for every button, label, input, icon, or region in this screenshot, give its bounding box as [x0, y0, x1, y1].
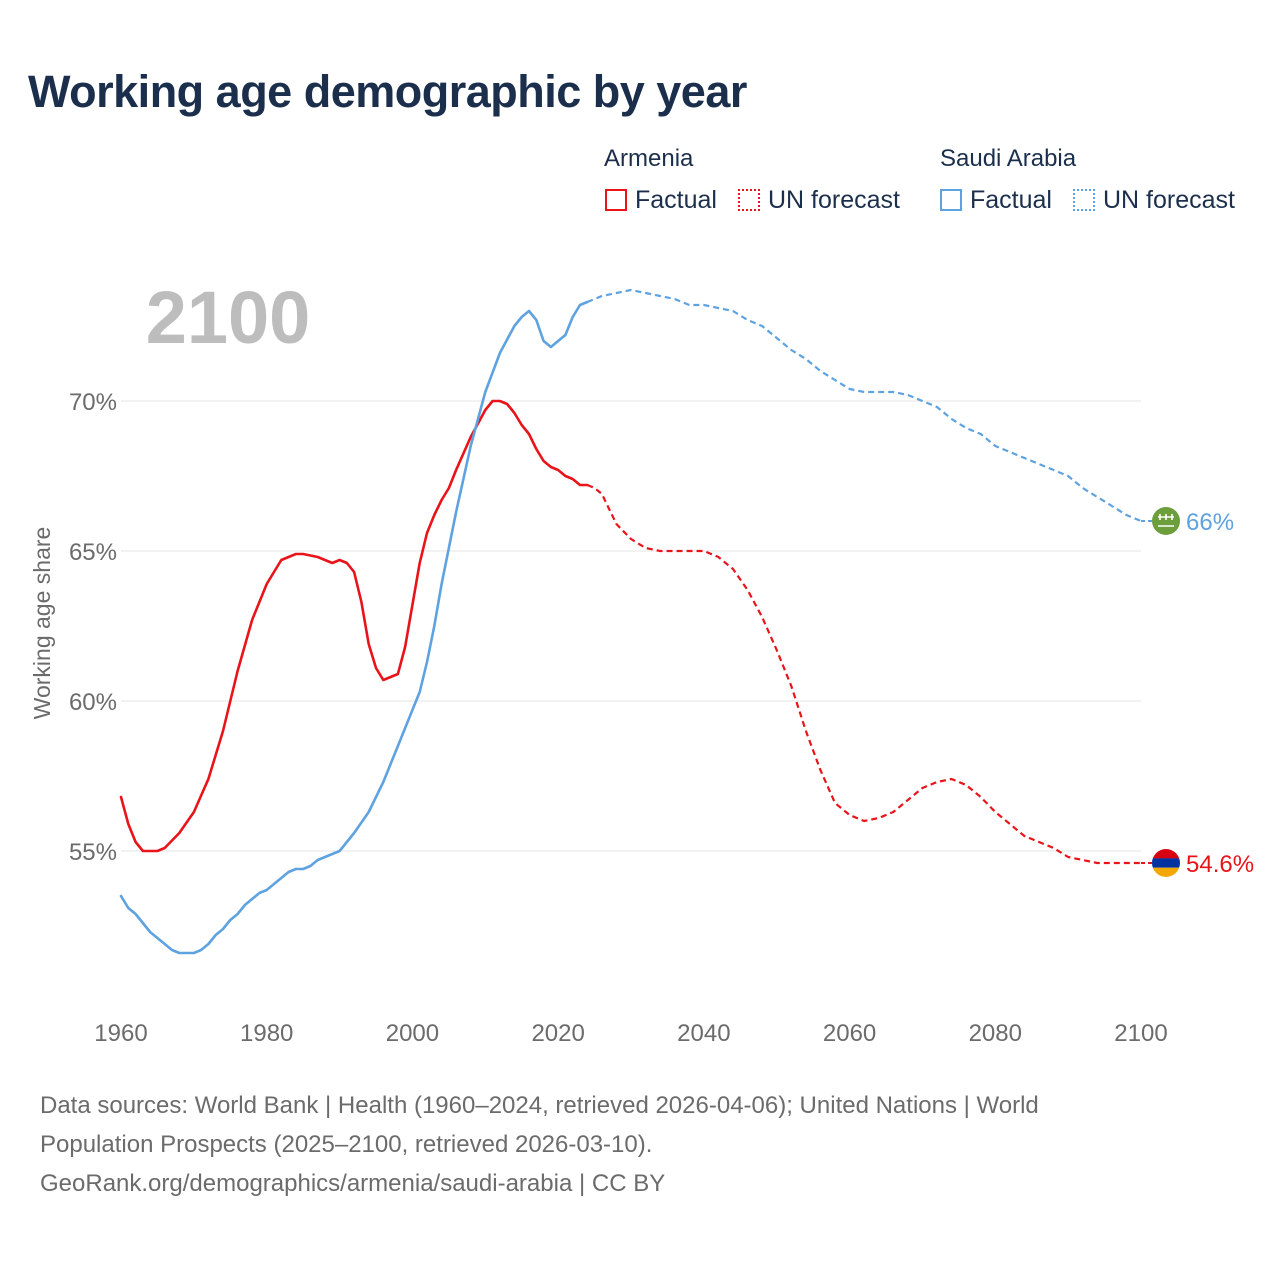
x-tick-label: 2080	[969, 1020, 1022, 1047]
legend-saudi-factual-label: Factual	[970, 185, 1052, 214]
legend-armenia-factual[interactable]: Factual	[605, 186, 717, 214]
year-label: 2100	[146, 276, 311, 359]
x-tick-label: 1980	[240, 1020, 293, 1047]
y-tick-label: 70%	[69, 389, 117, 416]
page-title: Working age demographic by year	[28, 66, 747, 117]
legend-saudi-forecast[interactable]: UN forecast	[1073, 186, 1235, 214]
legend-armenia-forecast[interactable]: UN forecast	[738, 186, 900, 214]
legend-saudi-factual[interactable]: Factual	[940, 186, 1052, 214]
y-axis-ticks: 55% 60% 65% 70%	[69, 389, 117, 866]
legend-swatch-armenia-factual	[605, 189, 627, 211]
series-line-saudi-arabia-forecast	[586, 288, 1142, 523]
legend-swatch-saudi-factual	[940, 189, 962, 211]
legend-armenia-factual-label: Factual	[635, 185, 717, 214]
series-line-armenia-forecast	[586, 483, 1141, 865]
footer-line-3[interactable]: GeoRank.org/demographics/armenia/saudi-a…	[40, 1170, 666, 1197]
x-axis-ticks: 1960 1980 2000 2020 2040 2060 2080 2100	[94, 1020, 1167, 1047]
y-tick-label: 55%	[69, 839, 117, 866]
series-line-saudi-arabia-factual	[119, 300, 589, 955]
grid-lines	[121, 400, 1141, 852]
x-tick-label: 2040	[677, 1020, 730, 1047]
footer-sources: Data sources: World Bank | Health (1960–…	[40, 1086, 1200, 1203]
armenia-flag-icon	[1152, 849, 1180, 877]
legend-swatch-armenia-forecast	[738, 189, 760, 211]
series-line-armenia-factual	[119, 399, 589, 853]
x-tick-label: 1960	[94, 1020, 147, 1047]
legend-saudi-title: Saudi Arabia	[940, 145, 1077, 172]
x-tick-label: 2060	[823, 1020, 876, 1047]
x-tick-label: 2020	[531, 1020, 584, 1047]
legend-armenia-forecast-label: UN forecast	[768, 185, 900, 214]
y-tick-label: 65%	[69, 539, 117, 566]
y-tick-label: 60%	[69, 689, 117, 716]
legend-swatch-saudi-forecast	[1073, 189, 1095, 211]
series-lines	[119, 288, 1142, 955]
end-label: 54.6%	[1186, 851, 1254, 878]
footer-line-2: Population Prospects (2025–2100, retriev…	[40, 1131, 653, 1158]
x-tick-label: 2000	[386, 1020, 439, 1047]
footer-line-1: Data sources: World Bank | Health (1960–…	[40, 1092, 1039, 1119]
end-label: 66%	[1186, 509, 1234, 536]
y-axis-title: Working age share	[29, 527, 55, 720]
legend-armenia-title: Armenia	[604, 145, 694, 172]
saudi-flag-icon	[1152, 507, 1180, 535]
x-tick-label: 2100	[1114, 1020, 1167, 1047]
legend-saudi-forecast-label: UN forecast	[1103, 185, 1235, 214]
end-labels: 54.6% 66%	[1141, 507, 1254, 878]
